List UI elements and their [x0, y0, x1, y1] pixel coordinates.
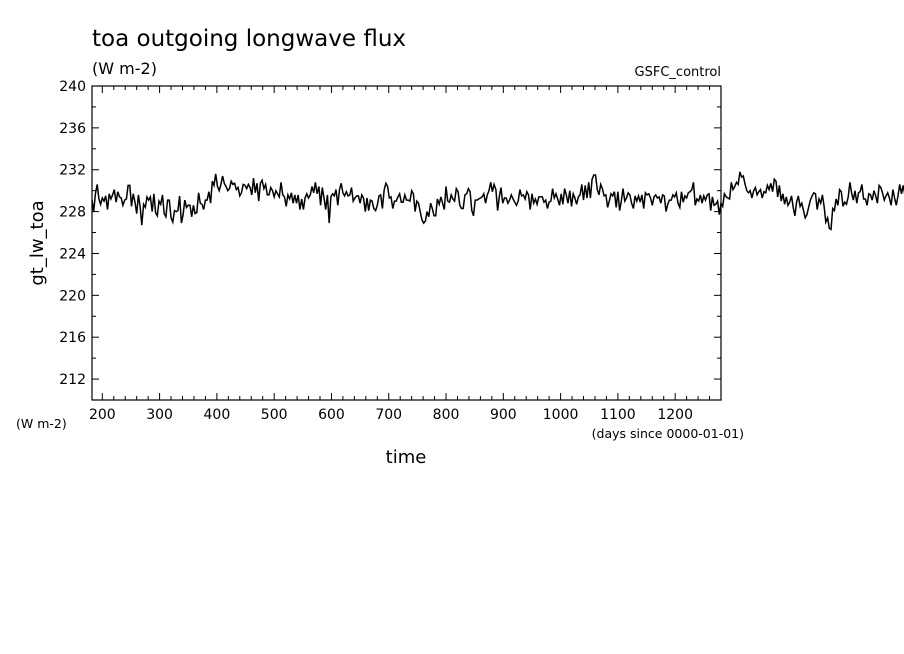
- x-axis-ticks: 200 300 400 500 600 700 800 900 1000 1100 1200: [89, 86, 722, 423]
- x-tick-label: 700: [375, 407, 402, 423]
- series-line: [91, 171, 904, 231]
- axis-labels: gt_lw_toa (W m-2) time (days since 0000-…: [16, 200, 744, 468]
- chart-title: toa outgoing longwave flux: [92, 26, 406, 52]
- x-tick-label: 1100: [600, 407, 636, 423]
- y-tick-label: 228: [59, 205, 86, 221]
- x-tick-label: 500: [261, 407, 288, 423]
- y-axis-label: gt_lw_toa: [27, 200, 48, 285]
- chart-header: toa outgoing longwave flux (W m-2) GSFC_…: [92, 26, 721, 80]
- y-tick-label: 220: [59, 288, 86, 304]
- y-tick-label: 232: [59, 163, 86, 179]
- y-tick-label: 212: [59, 372, 86, 388]
- source-label: GSFC_control: [635, 65, 721, 80]
- x-tick-label: 1000: [543, 407, 579, 423]
- y-tick-label: 236: [59, 121, 86, 137]
- x-tick-label: 200: [89, 407, 116, 423]
- y-tick-label: 216: [59, 330, 86, 346]
- y-tick-label: 224: [59, 246, 86, 262]
- x-tick-label: 1200: [657, 407, 693, 423]
- y-units-label: (W m-2): [16, 416, 67, 431]
- plot-area: 212 216 220 224 228 232 236 240 200 300 400 500 600…: [59, 79, 904, 423]
- y-tick-label: 240: [59, 79, 86, 95]
- x-tick-label: 800: [433, 407, 460, 423]
- chart-units: (W m-2): [92, 59, 157, 78]
- y-axis-ticks: 212 216 220 224 228 232 236 240: [59, 79, 721, 401]
- x-axis-label: time: [386, 447, 427, 468]
- x-tick-label: 600: [318, 407, 345, 423]
- x-tick-label: 900: [490, 407, 517, 423]
- x-tick-label: 300: [146, 407, 173, 423]
- x-units-label: (days since 0000-01-01): [592, 426, 744, 441]
- plot-frame: [91, 85, 722, 401]
- x-tick-label: 400: [204, 407, 231, 423]
